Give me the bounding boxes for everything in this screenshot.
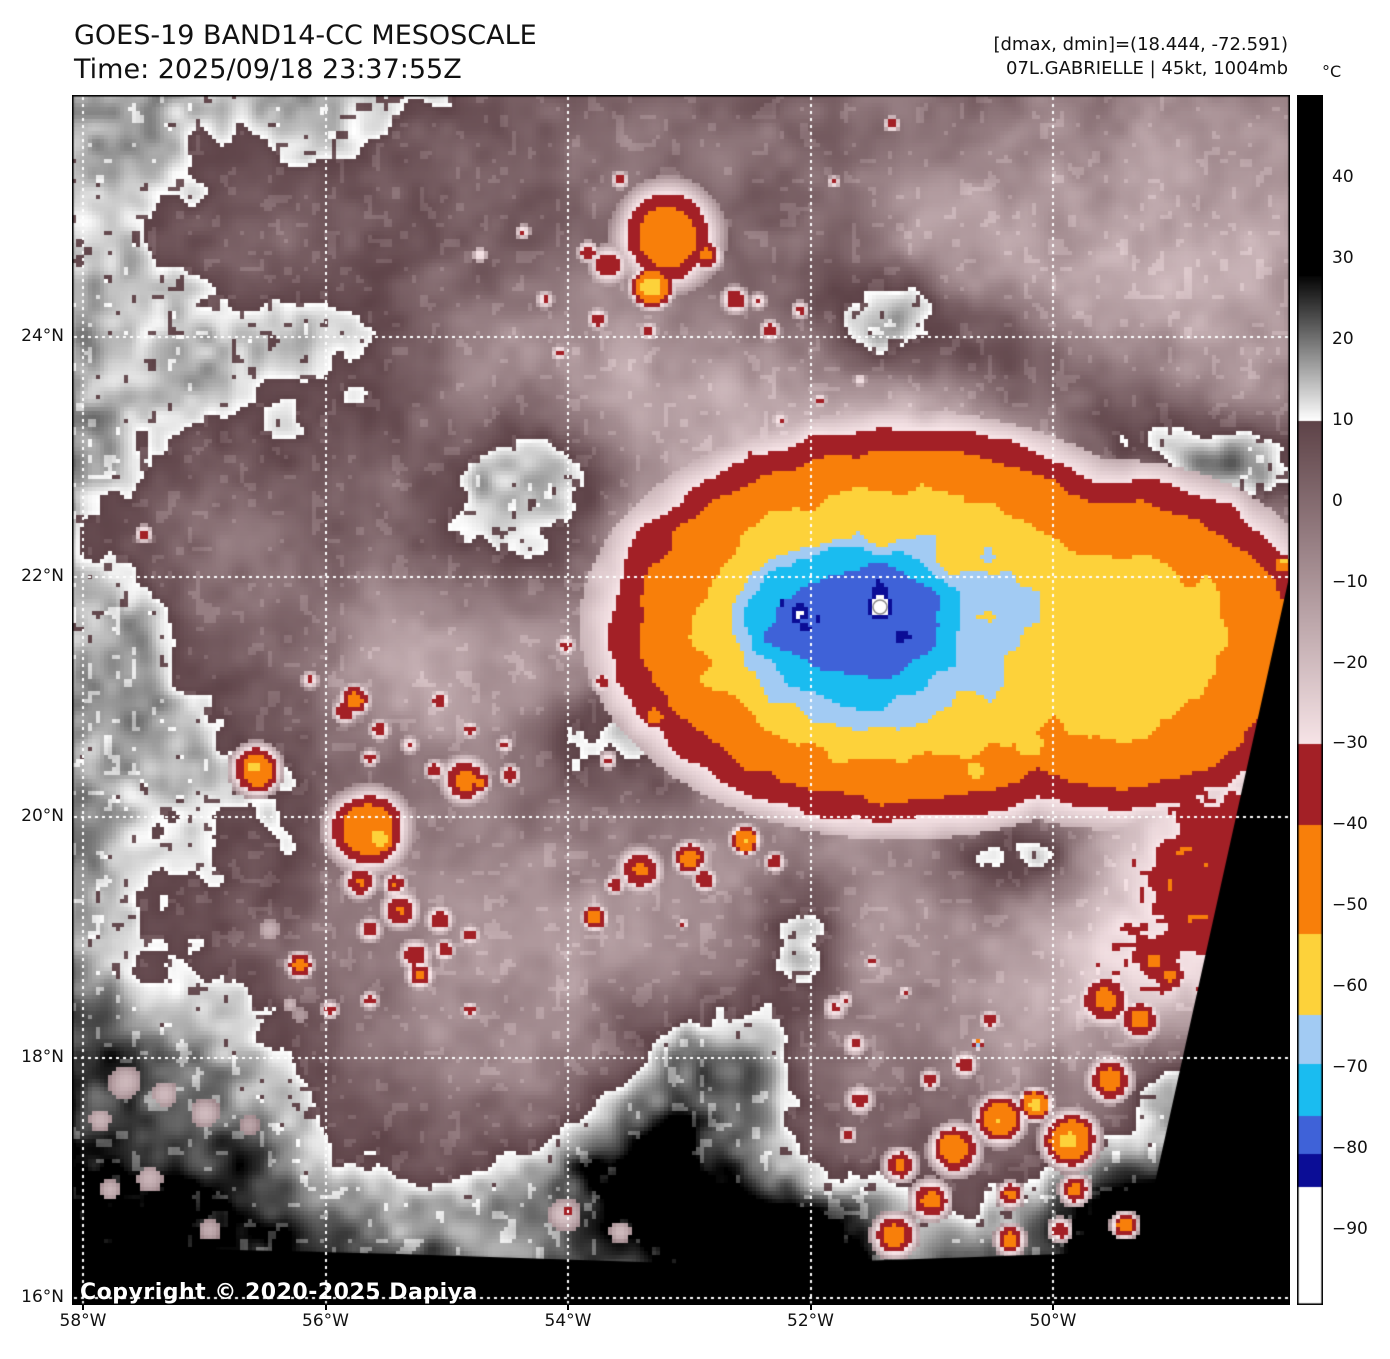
colorbar-tick-label: 30 [1332, 248, 1354, 269]
colorbar-tick-label: −30 [1332, 733, 1368, 754]
satellite-map: Copyright © 2020-2025 Dapiya [72, 95, 1290, 1305]
colorbar-tick-label: −80 [1332, 1137, 1368, 1158]
colorbar-tick-label: −60 [1332, 976, 1368, 997]
colorbar-unit-label: °C [1322, 62, 1342, 81]
axis-tick [809, 1305, 812, 1310]
colorbar-tick-label: 40 [1332, 167, 1354, 188]
lon-tick-label: 50°W [1029, 1311, 1077, 1331]
axis-tick [567, 1305, 569, 1310]
colorbar-tick-label: 0 [1332, 490, 1343, 511]
colorbar-tick-label: 20 [1332, 329, 1354, 350]
satellite-image-canvas [72, 95, 1290, 1305]
colorbar-tick-label: −10 [1332, 571, 1368, 592]
lat-tick-label: 22°N [21, 566, 64, 587]
lat-tick-label: 24°N [21, 326, 64, 346]
page-title: GOES-19 BAND14-CC MESOSCALE [74, 20, 537, 51]
colorbar-tick-label: −40 [1332, 814, 1368, 835]
colorbar [1297, 95, 1323, 1305]
storm-info-label: 07L.GABRIELLE | 45kt, 1004mb [1006, 58, 1288, 79]
axis-tick [324, 1305, 327, 1310]
dmax-dmin-label: [dmax, dmin]=(18.444, -72.591) [993, 34, 1288, 55]
info-block: [dmax, dmin]=(18.444, -72.591) 07L.GABRI… [848, 33, 1288, 81]
lon-tick-label: 58°W [59, 1311, 107, 1331]
colorbar-tick-label: −50 [1332, 895, 1368, 916]
lat-tick-label: 20°N [21, 806, 64, 827]
lat-tick-label: 18°N [21, 1046, 64, 1067]
lon-tick-label: 56°W [302, 1311, 349, 1331]
colorbar-tick-label: −70 [1332, 1057, 1368, 1077]
axis-tick [82, 1305, 84, 1310]
axis-tick [1052, 1305, 1054, 1310]
colorbar-tick-label: 10 [1332, 409, 1354, 430]
lon-tick-label: 52°W [787, 1311, 834, 1331]
copyright-label: Copyright © 2020-2025 Dapiya [80, 1280, 478, 1305]
colorbar-tick-label: −20 [1332, 652, 1368, 673]
lat-tick-label: 16°N [21, 1286, 64, 1307]
lon-tick-label: 54°W [544, 1311, 592, 1331]
colorbar-tick-label: −90 [1332, 1218, 1368, 1239]
timestamp-label: Time: 2025/09/18 23:37:55Z [74, 54, 462, 85]
